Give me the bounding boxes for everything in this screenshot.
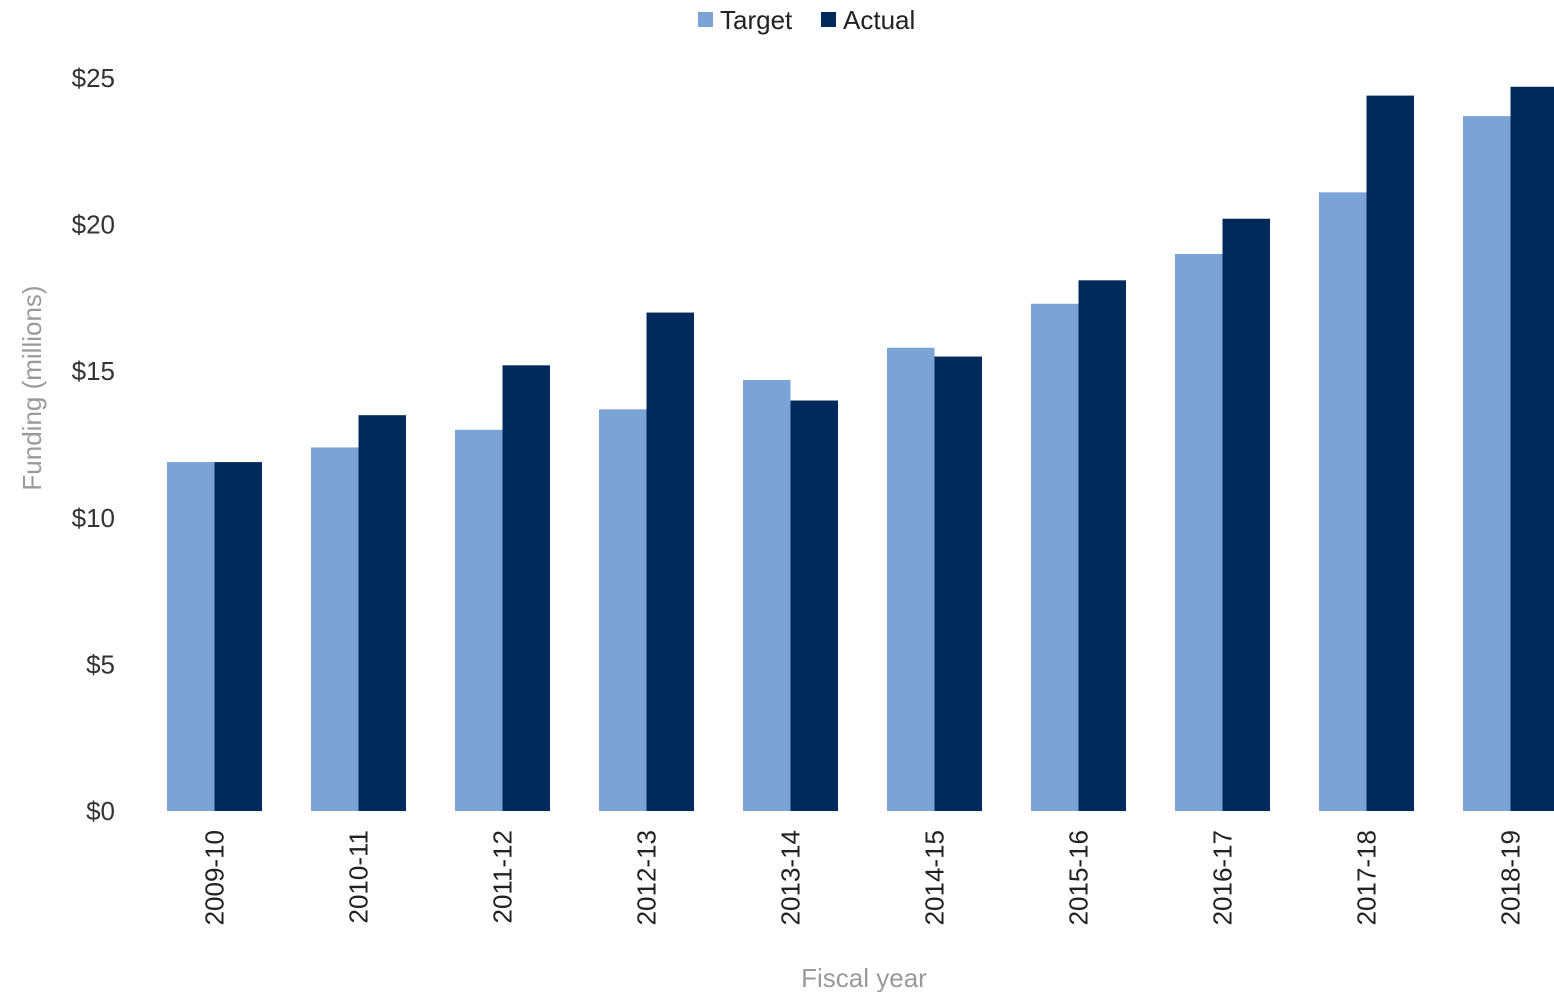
x-axis: 2009-10 2010-11 2011-12 2012-13 2013-14 2014-… — [200, 830, 1526, 925]
bar-target-2014-15 — [887, 347, 935, 811]
bar-actual-2013-14 — [790, 400, 838, 811]
bar-target-2011-12 — [455, 429, 503, 811]
y-tick-label: $20 — [72, 210, 115, 240]
bar-actual-2017-18 — [1366, 95, 1414, 812]
bar-actual-2015-16 — [1078, 280, 1126, 812]
bar-target-2010-11 — [311, 447, 359, 811]
bar-actual-2012-13 — [646, 312, 694, 811]
legend-label-actual: Actual — [843, 5, 915, 35]
x-tick-label: 2012-13 — [632, 830, 662, 925]
bar-actual-2009-10 — [214, 462, 262, 811]
bar-target-2017-18 — [1319, 192, 1367, 811]
bars — [167, 86, 1554, 812]
bar-target-2012-13 — [599, 409, 647, 811]
y-axis: $0 $5 $10 $15 $20 $25 — [72, 63, 115, 826]
bar-target-2016-17 — [1175, 253, 1223, 812]
x-tick-label: 2014-15 — [920, 830, 950, 925]
y-tick-label: $15 — [72, 356, 115, 386]
bar-actual-2011-12 — [502, 365, 550, 811]
legend: Target Actual — [698, 5, 915, 35]
x-tick-label: 2009-10 — [200, 830, 230, 925]
bar-target-2015-16 — [1031, 303, 1079, 811]
x-axis-title: Fiscal year — [801, 963, 927, 992]
x-tick-label: 2011-12 — [488, 830, 518, 924]
legend-swatch-target — [698, 12, 713, 27]
y-tick-label: $10 — [72, 503, 115, 533]
legend-swatch-actual — [821, 12, 836, 27]
x-tick-label: 2010-11 — [344, 830, 374, 924]
x-tick-label: 2018-19 — [1496, 830, 1526, 925]
x-tick-label: 2013-14 — [776, 830, 806, 925]
bar-target-2009-10 — [167, 462, 215, 811]
y-axis-title: Funding (millions) — [17, 285, 47, 490]
bar-actual-2018-19 — [1510, 86, 1554, 811]
bar-target-2013-14 — [743, 379, 791, 811]
legend-label-target: Target — [720, 5, 793, 35]
y-tick-label: $0 — [86, 796, 115, 826]
y-tick-label: $25 — [72, 63, 115, 93]
bar-actual-2016-17 — [1222, 218, 1270, 812]
bar-actual-2014-15 — [934, 356, 982, 811]
y-tick-label: $5 — [86, 649, 115, 679]
x-tick-label: 2015-16 — [1064, 830, 1094, 925]
bar-actual-2010-11 — [358, 415, 406, 811]
bar-target-2018-19 — [1463, 116, 1511, 812]
x-tick-label: 2017-18 — [1352, 830, 1382, 925]
x-tick-label: 2016-17 — [1208, 830, 1238, 925]
